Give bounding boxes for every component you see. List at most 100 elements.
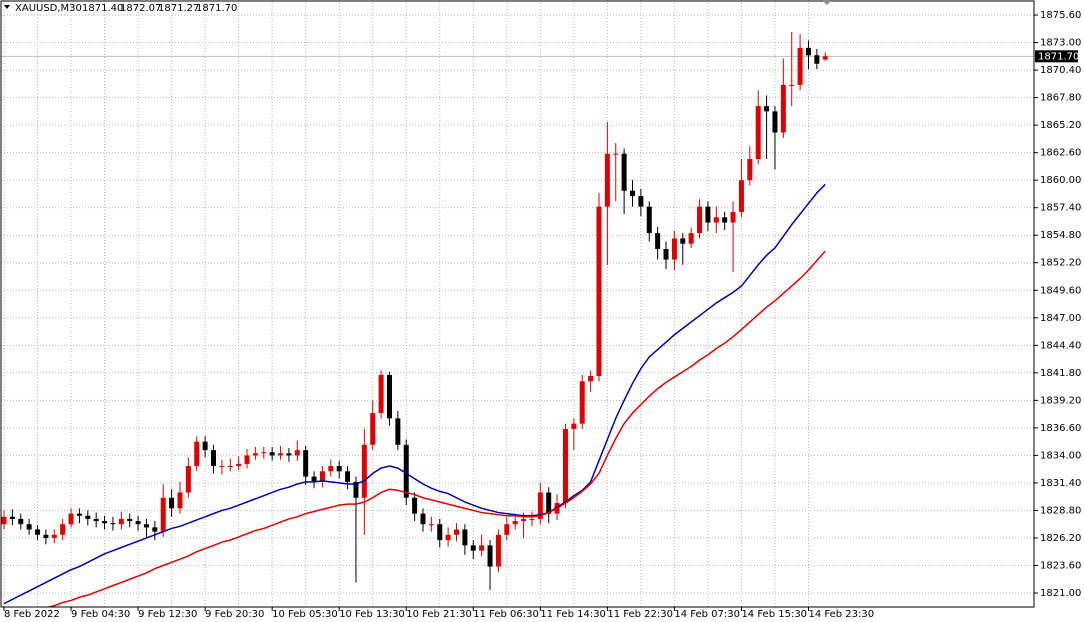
candle-body [135,521,141,525]
candle-body [252,453,258,456]
candle-body [663,248,669,260]
candle-body [814,55,820,64]
candle-body [294,450,300,456]
candle-body [529,518,535,520]
y-tick-label: 1839.20 [1040,395,1081,406]
x-tick-label: 9 Feb 12:30 [138,609,197,620]
candle-body [822,56,828,60]
candle-body [630,190,635,197]
candle-body [336,465,342,472]
candle-body [1,516,7,525]
y-tick-label: 1862.60 [1040,148,1081,159]
candle-body [261,452,267,454]
candle-body [697,206,703,234]
x-tick-label: 9 Feb 20:30 [205,609,264,620]
candle-body [487,545,493,567]
candle-body [655,233,661,249]
candle-body [420,513,426,525]
x-tick-label: 9 Feb 04:30 [71,609,130,620]
candle-body [772,111,778,133]
candle-body [202,441,208,451]
candle-body [378,374,384,414]
candle-body [638,196,644,207]
x-tick-label: 10 Feb 21:30 [406,609,472,620]
candle-body [747,159,753,181]
candle-body [26,524,32,530]
plot-frame [0,0,1035,608]
y-tick-label: 1844.40 [1040,340,1081,351]
candle-body [604,153,610,207]
candle-body [470,545,476,551]
y-tick-label: 1823.60 [1040,561,1081,572]
candle-body [303,450,309,477]
candle-body [244,455,250,464]
candle-body [102,521,108,524]
candle-body [68,513,74,525]
candle-body [160,497,166,532]
y-tick-label: 1828.80 [1040,505,1081,516]
candle-body [169,497,175,509]
shift-marker [822,0,832,5]
candle-body [118,518,124,525]
high-label: 1872.07 [120,3,161,14]
candle-body [35,529,41,535]
x-tick-label: 11 Feb 06:30 [473,609,539,620]
candle-body [412,497,418,514]
y-tick-label: 1826.20 [1040,533,1081,544]
y-tick-label: 1854.80 [1040,230,1081,241]
x-tick-label: 14 Feb 15:30 [741,609,807,620]
candle-body [613,153,619,155]
y-tick-label: 1836.60 [1040,423,1081,434]
candle-body [738,180,744,212]
candle-body [93,518,99,522]
y-tick-label: 1847.00 [1040,313,1081,324]
candle-body [437,524,443,541]
candle-body [479,545,485,551]
candle-body [219,465,225,467]
candle-body [537,492,543,519]
candle-body [152,527,158,532]
candle-body [428,524,434,526]
y-tick-label: 1873.00 [1040,38,1081,49]
x-tick-label: 10 Feb 05:30 [272,609,338,620]
candle-body [395,418,401,445]
y-tick-label: 1852.20 [1040,258,1081,269]
candle-body [185,465,191,493]
candle-body [386,374,392,419]
x-tick-label: 14 Feb 07:30 [674,609,740,620]
candle-body [353,481,359,498]
candle-body [596,206,602,377]
candle-body [110,523,116,525]
candle-body [127,518,133,522]
candle-body [462,529,468,546]
candle-body [51,534,57,538]
candle-body [60,524,66,535]
y-tick-label: 1870.40 [1040,65,1081,76]
candle-body [713,217,719,223]
candle-body [236,463,242,466]
candle-body [370,413,376,445]
candle-body [671,238,677,260]
last-price-box [1035,50,1078,63]
candle-body [76,513,82,516]
y-tick-label: 1865.20 [1040,120,1081,131]
candle-body [194,441,200,466]
candle-body [495,534,501,567]
y-tick-label: 1831.40 [1040,478,1081,489]
y-tick-label: 1867.80 [1040,93,1081,104]
plot [1,31,828,607]
candle-body [621,153,627,191]
y-tick-label: 1841.80 [1040,368,1081,379]
candle-body [311,476,317,482]
candle-body [646,206,652,234]
x-tick-label: 11 Feb 14:30 [540,609,606,620]
candle-body [797,47,803,85]
open-label: 1871.40 [82,3,123,14]
close-label: 1871.70 [196,3,237,14]
x-tick-label: 14 Feb 23:30 [808,609,874,620]
candle-body [9,516,15,519]
candle-body [227,465,233,467]
last-price-label: 1871.70 [1038,51,1079,62]
candle-body [755,106,761,160]
